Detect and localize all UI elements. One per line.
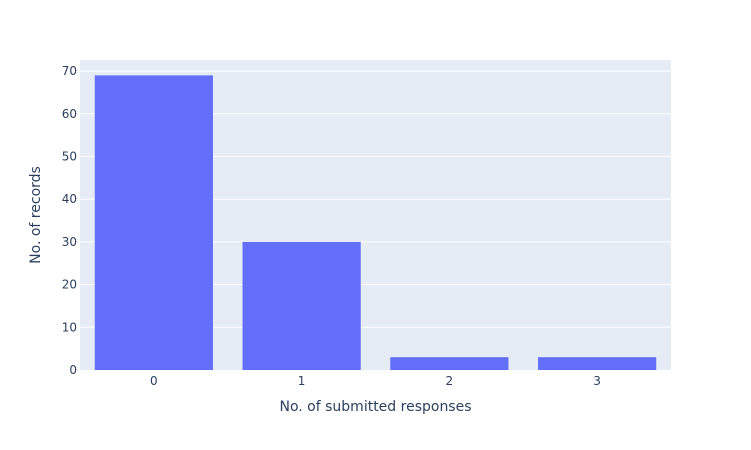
y-tick-label: 50 [62,150,77,164]
y-tick-label: 10 [62,320,77,334]
x-axis-title: No. of submitted responses [279,399,471,415]
bar-3[interactable] [538,357,657,370]
y-axis-ticks: 0 10 20 30 40 50 60 70 [62,64,77,377]
y-axis-title: No. of records [28,166,44,264]
x-tick-label: 1 [298,374,306,388]
y-tick-label: 30 [62,235,77,249]
bar-1[interactable] [242,241,361,370]
bars [94,75,657,371]
bar-2[interactable] [390,357,509,370]
bar-0[interactable] [94,75,213,371]
x-tick-label: 3 [593,374,601,388]
y-tick-label: 60 [62,107,77,121]
x-tick-label: 2 [446,374,454,388]
x-tick-label: 0 [150,374,158,388]
y-tick-label: 20 [62,278,77,292]
y-tick-label: 70 [62,64,77,78]
x-axis-ticks: 0 1 2 3 [150,374,601,388]
y-tick-label: 40 [62,192,77,206]
y-tick-label: 0 [69,363,77,377]
